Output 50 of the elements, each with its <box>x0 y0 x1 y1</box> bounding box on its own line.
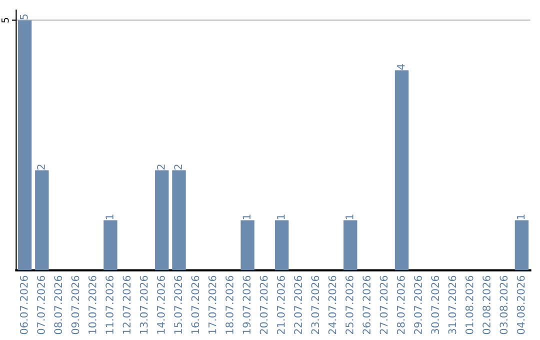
x-tick-label: 31.07.2026 <box>448 276 456 334</box>
bar <box>394 70 409 270</box>
x-tick-label: 27.07.2026 <box>380 276 388 334</box>
x-tick-label: 01.08.2026 <box>465 276 474 334</box>
x-tick-label: 07.07.2026 <box>37 276 45 334</box>
x-tick-label: 22.07.2026 <box>294 276 302 334</box>
x-tick-label: 04.08.2026 <box>516 276 525 334</box>
x-tick-label: 12.07.2026 <box>122 276 131 334</box>
bar <box>240 220 254 270</box>
data-label: 2 <box>37 164 45 170</box>
x-tick-label: 19.07.2026 <box>242 276 251 334</box>
x-tick-label: 20.07.2026 <box>260 276 268 334</box>
data-label: 1 <box>516 214 525 220</box>
x-tick-label: 16.07.2026 <box>191 276 200 334</box>
bar <box>104 220 118 270</box>
x-tick-label: 06.07.2026 <box>20 276 28 334</box>
data-label: 1 <box>346 214 354 220</box>
data-label: 2 <box>157 164 165 170</box>
x-tick-label: 11.07.2026 <box>106 276 114 334</box>
bar <box>172 170 186 270</box>
x-tick-label: 15.07.2026 <box>174 276 182 334</box>
x-tick-label: 17.07.2026 <box>208 276 216 334</box>
bar <box>35 170 49 270</box>
x-tick-label: 03.08.2026 <box>500 276 508 334</box>
bar <box>344 220 358 270</box>
bar <box>18 20 32 270</box>
x-tick-label: 02.08.2026 <box>482 276 490 334</box>
x-tick-label: 25.07.2026 <box>345 276 354 334</box>
x-tick-label: 09.07.2026 <box>71 276 80 334</box>
bar <box>155 170 169 270</box>
x-tick-label: 26.07.2026 <box>362 276 371 334</box>
data-label: 2 <box>174 164 182 170</box>
data-label: 5 <box>20 14 28 20</box>
bar <box>274 220 289 270</box>
data-label: 1 <box>106 214 114 220</box>
x-tick-label: 28.07.2026 <box>396 276 405 334</box>
data-label: 1 <box>242 214 250 220</box>
bar <box>514 220 529 270</box>
x-tick-label: 30.07.2026 <box>431 276 440 334</box>
x-tick-label: 13.07.2026 <box>140 276 148 334</box>
x-tick-label: 24.07.2026 <box>328 276 336 334</box>
x-tick-label: 23.07.2026 <box>311 276 320 334</box>
x-tick-label: 21.07.2026 <box>276 276 285 334</box>
x-tick-label: 14.07.2026 <box>157 276 165 334</box>
x-tick-label: 18.07.2026 <box>226 276 234 334</box>
data-label: 4 <box>397 64 405 70</box>
x-tick-label: 08.07.2026 <box>54 276 62 334</box>
x-tick-label: 29.07.2026 <box>414 276 422 334</box>
x-tick-label: 10.07.2026 <box>88 276 96 334</box>
data-label: 1 <box>277 214 285 220</box>
